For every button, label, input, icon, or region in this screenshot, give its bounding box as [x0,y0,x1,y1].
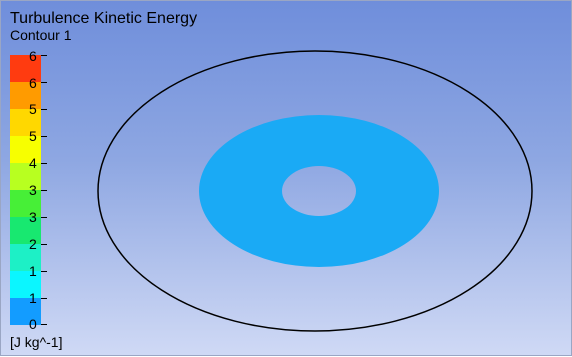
legend-tick [41,190,47,191]
legend-swatch-1 [10,82,41,109]
legend-label: 6 [29,48,37,64]
legend-label: 1 [29,263,37,279]
legend-tick [41,82,47,83]
legend-tick [41,136,47,137]
legend-tick [41,217,47,218]
legend-swatch-4 [10,163,41,190]
legend-tick [41,298,47,299]
legend-label: 0 [29,316,37,332]
legend-label: 3 [29,209,37,225]
legend-tick [41,271,47,272]
legend-swatch-9 [10,298,41,325]
legend-swatch-2 [10,109,41,136]
legend-label: 6 [29,75,37,91]
legend-label: 4 [29,155,37,171]
legend-swatch-6 [10,217,41,244]
legend-label: 3 [29,182,37,198]
legend-label: 5 [29,101,37,117]
legend-swatch-8 [10,271,41,298]
plot-title: Turbulence Kinetic Energy [10,10,198,27]
legend-swatch-0 [10,55,41,82]
legend-label: 5 [29,128,37,144]
legend-tick [41,163,47,164]
domain-outline [97,50,533,332]
legend-units: [J kg^-1] [10,334,63,350]
legend-label: 1 [29,290,37,306]
contour-band-ring [199,115,439,267]
legend-tick [41,244,47,245]
legend-tick [41,324,47,325]
plot-subtitle: Contour 1 [10,27,72,43]
legend-label: 2 [29,236,37,252]
legend-swatch-7 [10,244,41,271]
color-legend [10,55,47,325]
legend-swatch-3 [10,136,41,163]
legend-swatch-5 [10,190,41,217]
legend-tick [41,55,47,56]
legend-tick [41,109,47,110]
